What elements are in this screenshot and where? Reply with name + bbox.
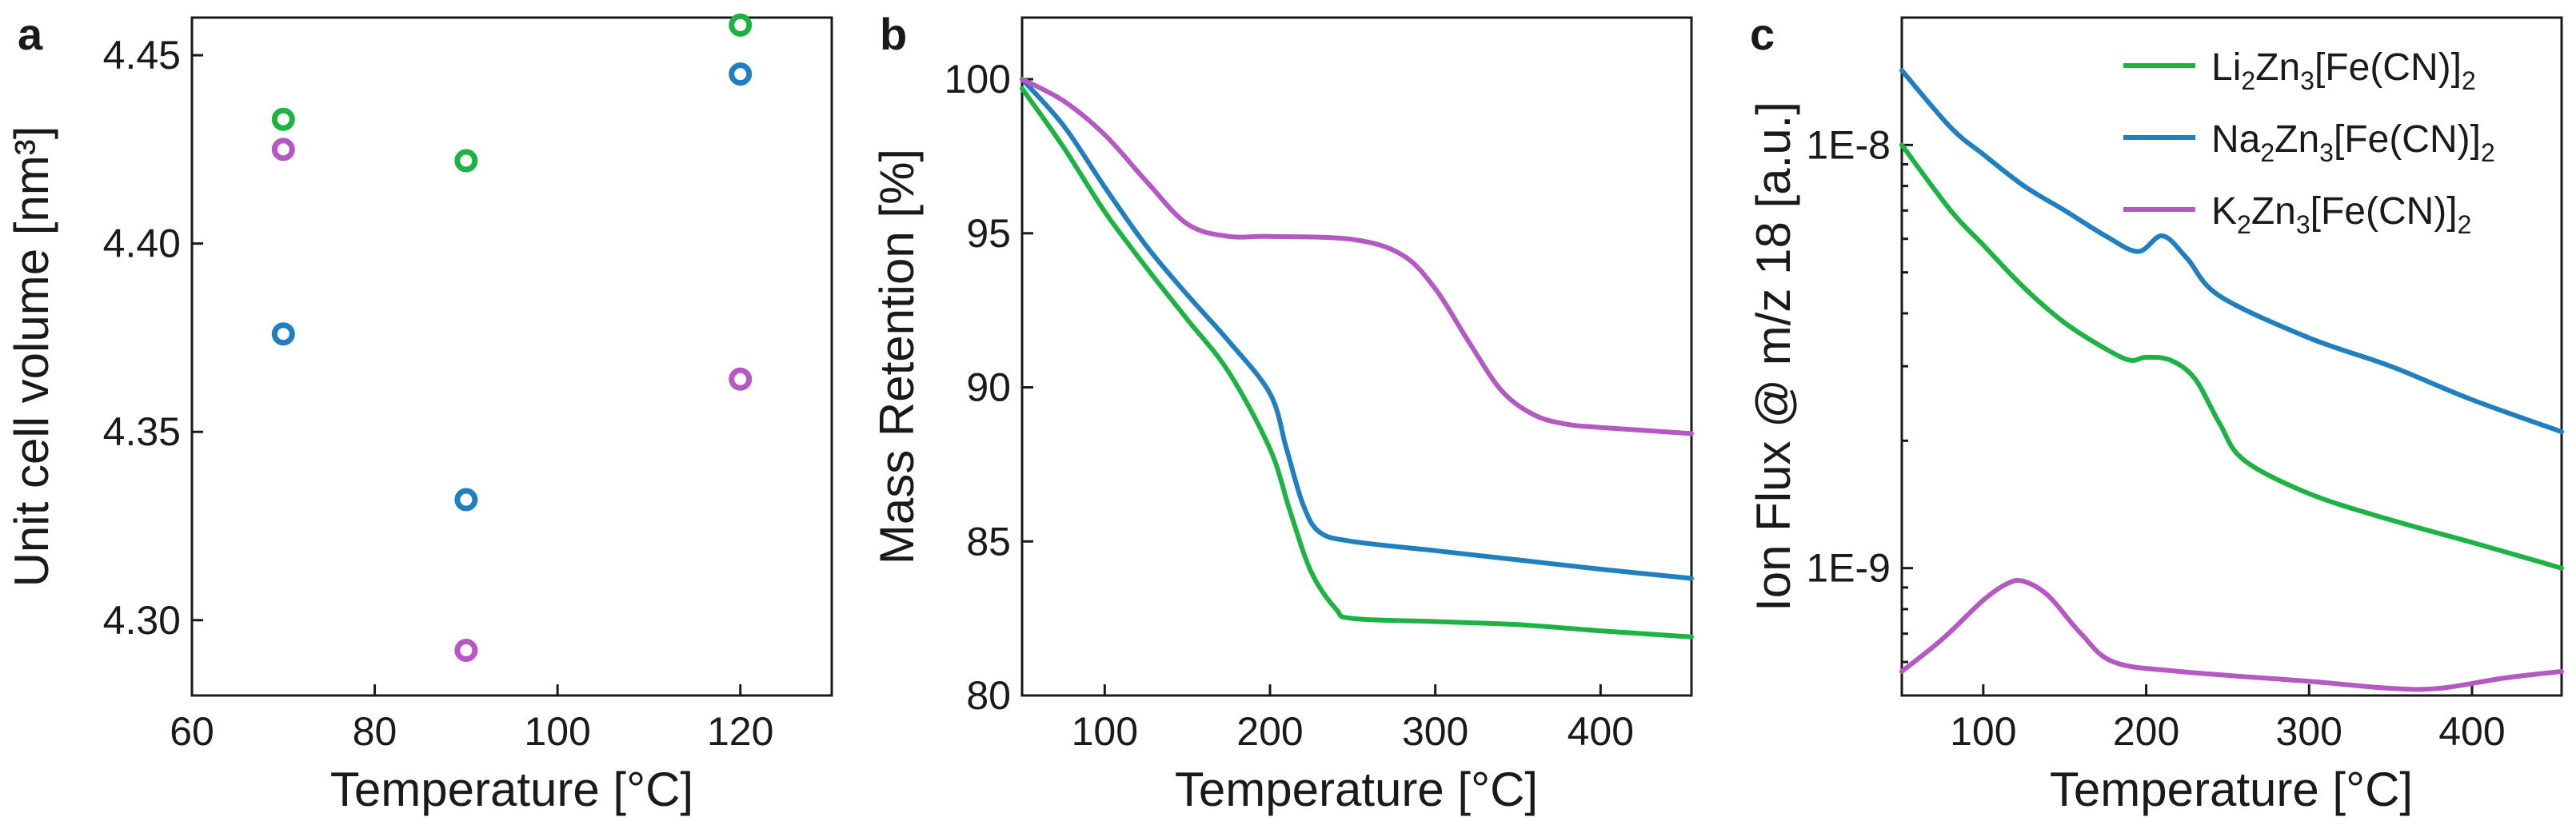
x-tick-label: 100 — [524, 709, 590, 754]
series-line-li — [1899, 142, 2564, 571]
plot-frame — [1900, 16, 2563, 697]
y-axis-title: Ion Flux @ m/z 18 [a.u.] — [1747, 102, 1800, 612]
point-na — [729, 62, 753, 86]
panel-b: b 100 200 300 400 80 85 90 95 100 Temperature [°… — [870, 9, 1694, 816]
x-axis-title: Temperature [°C] — [2050, 763, 2413, 816]
x-tick-label: 60 — [170, 709, 214, 754]
x-tick-label: 80 — [353, 709, 397, 754]
point-li — [454, 149, 478, 173]
y-tick-label: 4.40 — [103, 221, 181, 266]
y-tick-label: 85 — [966, 519, 1011, 564]
x-tick-label: 400 — [1568, 709, 1634, 754]
point-k — [454, 638, 478, 662]
series-line-na — [1020, 77, 1694, 581]
series-line-k — [1899, 577, 2564, 692]
point-li — [271, 107, 295, 131]
plot-frame — [1020, 16, 1693, 697]
plot-frame — [190, 16, 833, 697]
x-tick-label: 200 — [1236, 709, 1303, 754]
marks: 100 200 300 400 80 85 90 95 100 — [945, 57, 1694, 754]
y-axis-title: Unit cell volume [nm³] — [5, 126, 58, 588]
point-k — [729, 367, 753, 391]
legend-item-na: Na2Zn3[Fe(CN)]2 — [2123, 118, 2495, 167]
legend-item-li: Li2Zn3[Fe(CN)]2 — [2123, 46, 2476, 95]
panel-letter-a: a — [18, 9, 43, 59]
y-tick-label: 1E-9 — [1806, 546, 1891, 591]
x-tick-label: 300 — [1402, 709, 1468, 754]
x-tick-label: 100 — [1950, 709, 2016, 754]
marks: 60 80 100 120 4.30 4.35 4.40 4.45 — [103, 13, 773, 754]
x-axis-title: Temperature [°C] — [1175, 763, 1538, 816]
point-na — [454, 488, 478, 512]
x-tick-label: 120 — [707, 709, 773, 754]
series-line-na — [1899, 68, 2564, 435]
series-line-k — [1020, 77, 1694, 436]
panel-letter-b: b — [880, 9, 907, 59]
legend-label-na: Na2Zn3[Fe(CN)]2 — [2211, 118, 2495, 167]
x-tick-label: 200 — [2113, 709, 2179, 754]
panel-a: a 60 80 100 120 4.30 4.35 4.40 4.45 Temperature… — [5, 9, 833, 816]
point-li — [729, 13, 753, 37]
point-k — [271, 138, 295, 161]
series-line-li — [1020, 86, 1694, 640]
y-tick-label: 4.45 — [103, 33, 181, 78]
legend-label-li: Li2Zn3[Fe(CN)]2 — [2211, 46, 2476, 95]
legend-label-k: K2Zn3[Fe(CN)]2 — [2211, 190, 2471, 239]
y-tick-label: 4.35 — [103, 409, 181, 454]
legend: Li2Zn3[Fe(CN)]2 Na2Zn3[Fe(CN)]2 K2Zn3[Fe… — [2123, 46, 2495, 239]
y-tick-label: 80 — [966, 673, 1011, 718]
y-tick-label: 95 — [966, 211, 1011, 256]
y-tick-label: 100 — [945, 57, 1011, 102]
y-tick-label: 4.30 — [103, 598, 181, 643]
point-na — [271, 322, 295, 346]
y-tick-label: 90 — [966, 365, 1011, 410]
x-tick-label: 400 — [2438, 709, 2505, 754]
y-tick-label: 1E-8 — [1806, 122, 1891, 167]
marks: 100 200 300 400 1E-9 1E-8 — [1806, 68, 2564, 754]
x-axis-title: Temperature [°C] — [330, 763, 693, 816]
panel-letter-c: c — [1750, 9, 1775, 59]
y-axis-title: Mass Retention [%] — [870, 149, 924, 564]
x-tick-label: 300 — [2276, 709, 2342, 754]
legend-item-k: K2Zn3[Fe(CN)]2 — [2123, 190, 2471, 239]
x-tick-label: 100 — [1072, 709, 1138, 754]
